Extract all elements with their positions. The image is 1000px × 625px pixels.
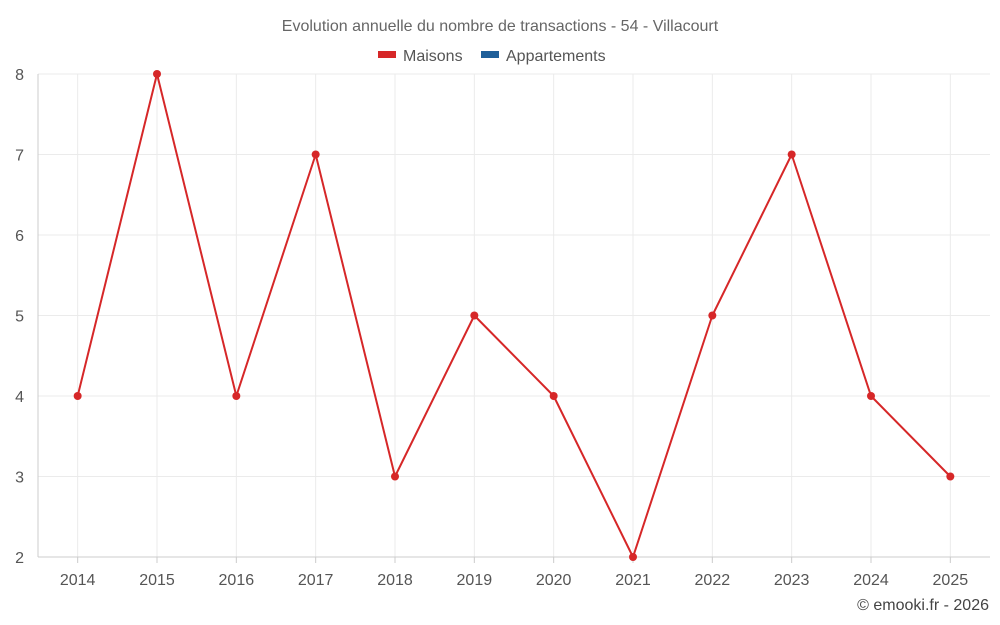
y-tick-label: 5 — [15, 309, 24, 326]
x-tick-label: 2024 — [853, 572, 889, 589]
series-maisons — [76, 73, 952, 558]
y-tick-label: 6 — [15, 228, 24, 245]
data-point-2015[interactable] — [153, 70, 161, 78]
data-point-2017[interactable] — [311, 150, 320, 159]
legend-label-maisons: Maisons — [403, 48, 463, 65]
data-point-2021[interactable] — [629, 553, 637, 561]
grid — [38, 73, 990, 558]
data-point-2023[interactable] — [787, 150, 796, 159]
x-tick-label: 2022 — [695, 572, 731, 589]
y-tick-labels: 2 3 4 5 6 7 8 — [15, 67, 24, 567]
x-tick-labels: 2014 2015 2016 2017 2018 2019 2020 2021 2022 2023… — [60, 572, 968, 589]
y-tick-label: 7 — [15, 148, 24, 165]
x-tick-label: 2016 — [219, 572, 255, 589]
legend-swatch-appartements — [481, 51, 499, 58]
x-tick-label: 2014 — [60, 572, 96, 589]
legend-label-appartements: Appartements — [506, 48, 606, 65]
data-point-2024[interactable] — [867, 392, 875, 400]
legend: Maisons Appartements — [378, 48, 606, 65]
legend-swatch-maisons — [378, 51, 396, 58]
x-tick-label: 2025 — [933, 572, 969, 589]
chart-title: Evolution annuelle du nombre de transact… — [282, 18, 719, 35]
y-tick-label: 4 — [15, 389, 24, 406]
x-tick-label: 2020 — [536, 572, 572, 589]
data-point-2019[interactable] — [470, 311, 479, 320]
axes — [37, 74, 990, 563]
y-tick-label: 2 — [15, 550, 24, 567]
y-tick-label: 3 — [15, 470, 24, 487]
x-tick-label: 2015 — [139, 572, 175, 589]
x-tick-label: 2019 — [457, 572, 493, 589]
x-tick-label: 2021 — [615, 572, 651, 589]
data-point-2020[interactable] — [549, 392, 558, 400]
x-tick-label: 2017 — [298, 572, 334, 589]
data-point-2018[interactable] — [391, 472, 399, 481]
data-point-2025[interactable] — [946, 472, 955, 481]
legend-item-appartements[interactable]: Appartements — [481, 48, 606, 65]
data-point-2014[interactable] — [73, 392, 82, 400]
y-tick-label: 8 — [15, 67, 24, 84]
x-tick-label: 2018 — [377, 572, 413, 589]
data-points — [73, 70, 955, 561]
legend-item-maisons[interactable]: Maisons — [378, 48, 463, 65]
data-point-2016[interactable] — [232, 392, 241, 400]
footer-credit: © emooki.fr - 2026 — [857, 597, 989, 614]
x-tick-label: 2023 — [774, 572, 810, 589]
data-point-2022[interactable] — [708, 311, 717, 320]
series-line-maisons — [76, 73, 952, 558]
